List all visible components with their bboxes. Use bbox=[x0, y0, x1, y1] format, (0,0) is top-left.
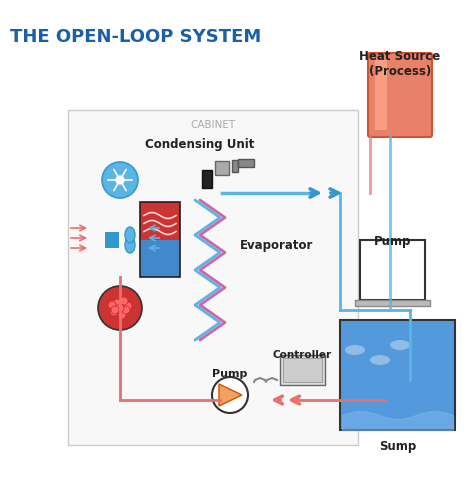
Circle shape bbox=[111, 306, 119, 314]
Bar bbox=[375, 60, 387, 130]
Text: THE OPEN-LOOP SYSTEM: THE OPEN-LOOP SYSTEM bbox=[10, 28, 261, 46]
Circle shape bbox=[108, 301, 116, 309]
Bar bbox=[140, 202, 180, 277]
Polygon shape bbox=[219, 384, 242, 406]
Bar bbox=[202, 170, 212, 188]
Ellipse shape bbox=[125, 237, 135, 253]
Circle shape bbox=[116, 176, 124, 184]
Circle shape bbox=[110, 308, 118, 316]
Circle shape bbox=[113, 299, 121, 307]
FancyBboxPatch shape bbox=[368, 53, 432, 137]
Text: CABINET: CABINET bbox=[190, 120, 236, 130]
Ellipse shape bbox=[370, 355, 390, 365]
Bar bbox=[280, 355, 325, 385]
Bar bbox=[238, 159, 254, 167]
Text: Evaporator: Evaporator bbox=[240, 239, 313, 251]
Bar bbox=[140, 202, 180, 240]
Bar bbox=[283, 358, 322, 382]
Circle shape bbox=[98, 286, 142, 330]
Circle shape bbox=[116, 304, 124, 312]
Ellipse shape bbox=[125, 227, 135, 243]
Circle shape bbox=[118, 311, 126, 319]
Ellipse shape bbox=[345, 345, 365, 355]
Bar bbox=[105, 232, 119, 248]
Text: Heat Source
(Process): Heat Source (Process) bbox=[359, 50, 441, 78]
Text: Sump: Sump bbox=[379, 440, 416, 453]
Bar bbox=[360, 240, 425, 300]
Bar bbox=[140, 240, 180, 277]
Circle shape bbox=[124, 302, 132, 310]
Bar bbox=[232, 160, 238, 172]
FancyBboxPatch shape bbox=[68, 110, 358, 445]
Bar bbox=[215, 161, 229, 175]
Ellipse shape bbox=[390, 340, 410, 350]
Bar bbox=[340, 320, 455, 430]
Circle shape bbox=[102, 162, 138, 198]
Bar bbox=[355, 300, 430, 306]
Text: Controller: Controller bbox=[272, 350, 332, 360]
Text: Condensing Unit: Condensing Unit bbox=[145, 138, 255, 151]
Circle shape bbox=[120, 297, 128, 305]
Circle shape bbox=[122, 306, 130, 314]
Text: Pump: Pump bbox=[212, 369, 248, 379]
Text: Pump: Pump bbox=[374, 235, 411, 248]
Circle shape bbox=[212, 377, 248, 413]
